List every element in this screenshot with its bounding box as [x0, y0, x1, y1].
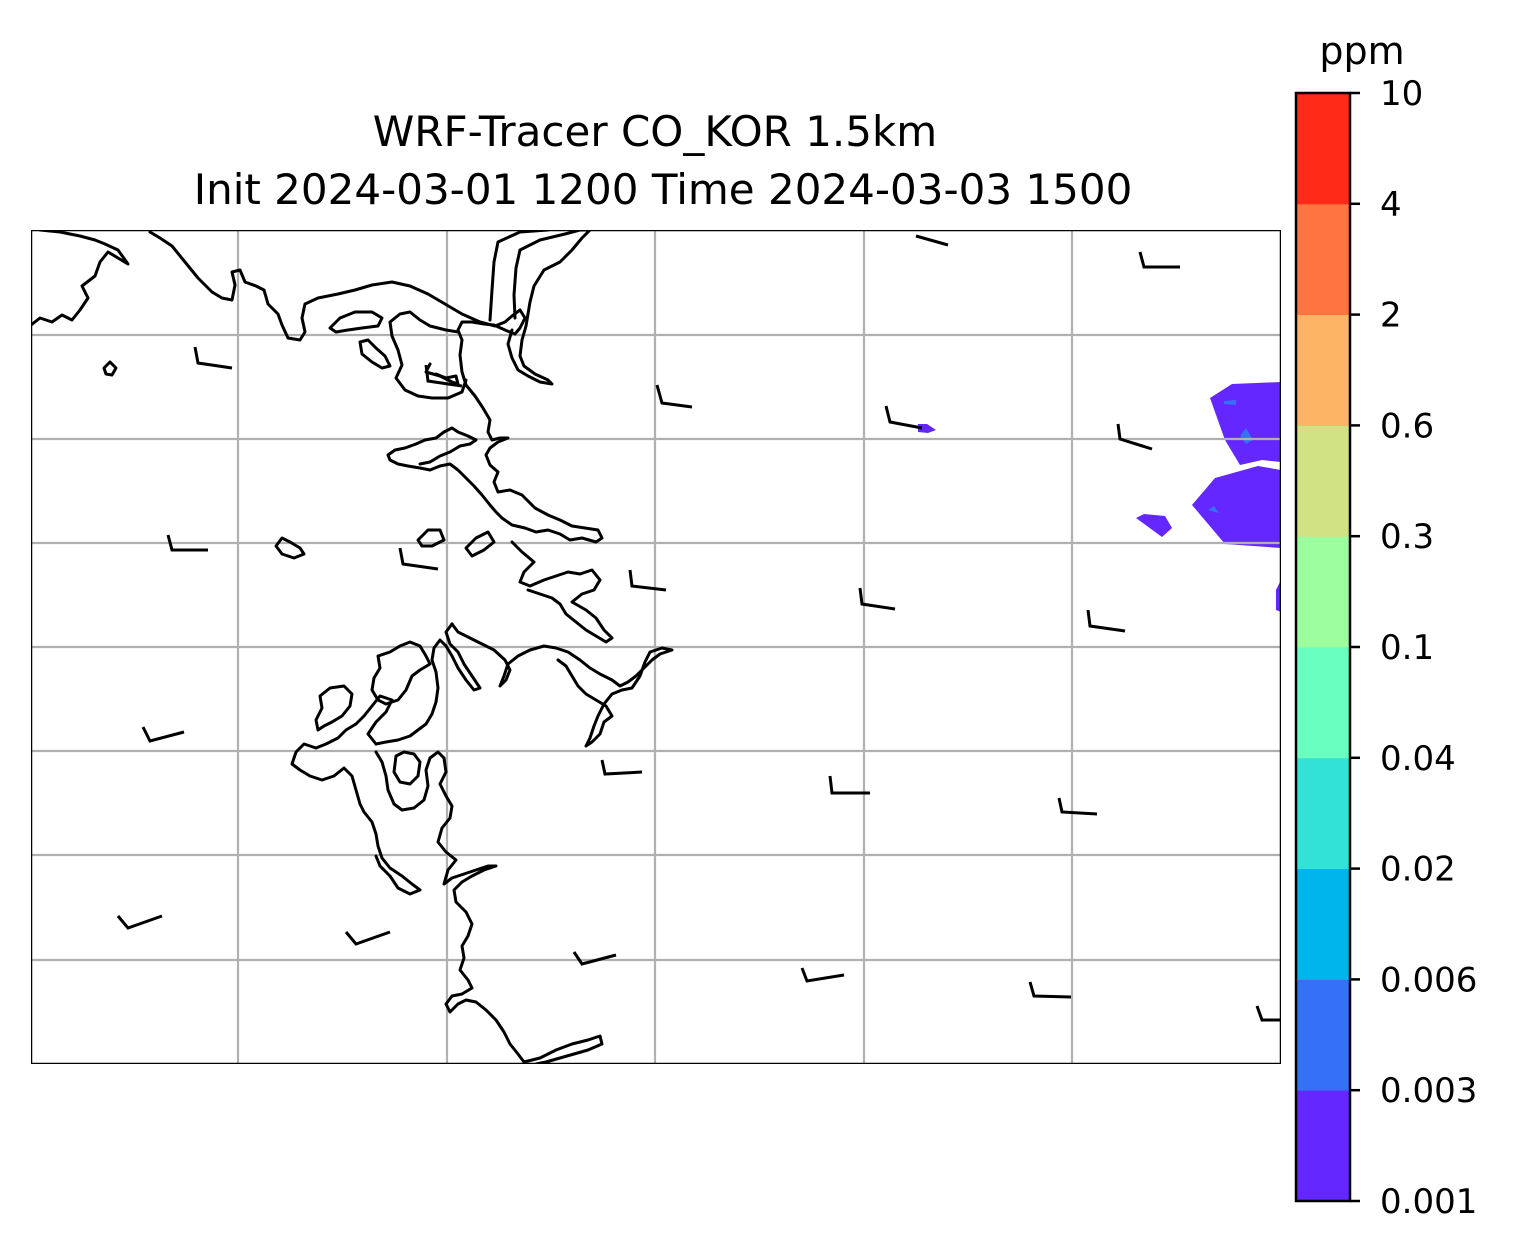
- colorbar-segment: [1296, 647, 1350, 759]
- co-patch-spot-1: [1224, 400, 1236, 405]
- coastline-inner-south: [374, 750, 446, 812]
- gridlines: [31, 230, 1281, 1064]
- co-patch-east-middle: [1192, 466, 1281, 548]
- colorbar-segment: [1296, 979, 1350, 1091]
- colorbar-tick-label: 4: [1380, 185, 1402, 225]
- wind-barbs: [116, 234, 1281, 1022]
- wind-barb: [828, 775, 870, 795]
- wind-barb: [1086, 609, 1126, 633]
- colorbar-tick-label: 2: [1380, 296, 1402, 336]
- island-center-1: [274, 536, 306, 560]
- colorbar-tick-label: 0.001: [1380, 1182, 1477, 1222]
- wind-barb: [600, 759, 643, 776]
- wind-barb: [884, 405, 923, 430]
- island-center-3: [464, 530, 496, 558]
- colorbar-tick-label: 0.04: [1380, 739, 1456, 779]
- island-north-2: [358, 338, 392, 370]
- wind-barb: [424, 364, 463, 388]
- colorbar-segment: [1296, 93, 1350, 205]
- coastline-southwest-islands: [370, 640, 432, 706]
- coastline-southwest-archipelago: [290, 694, 422, 896]
- coastline-mainland-north: [31, 230, 130, 327]
- colorbar-segment: [1296, 536, 1350, 648]
- colorbar-tick-label: 0.1: [1380, 628, 1434, 668]
- wind-barb: [166, 534, 208, 552]
- map-panel: [31, 230, 1281, 1064]
- wind-barb: [1116, 423, 1153, 451]
- title-line-2: Init 2024-03-01 1200 Time 2024-03-03 150…: [194, 165, 1133, 214]
- co-concentration-patches: [918, 382, 1281, 612]
- colorbar-segment: [1296, 868, 1350, 980]
- coastline-south-inlets: [374, 622, 482, 746]
- coastline-bay: [386, 426, 504, 520]
- coastline-south-coast: [436, 756, 604, 1064]
- co-patch-small: [1136, 514, 1172, 537]
- colorbar-tick-label: 0.02: [1380, 850, 1456, 890]
- island-center-2: [416, 528, 446, 548]
- wind-barb: [572, 951, 617, 966]
- co-patch-spot-3: [1208, 506, 1219, 513]
- wind-barb: [141, 726, 185, 743]
- colorbar-segment: [1296, 757, 1350, 870]
- wind-barb: [344, 930, 391, 946]
- colorbar-tick-label: 0.3: [1380, 517, 1434, 557]
- wind-barb: [915, 234, 949, 247]
- wind-barb: [116, 914, 163, 930]
- colorbar-segment: [1296, 1090, 1350, 1202]
- coastlines: [31, 230, 674, 1064]
- wind-barb: [1255, 1005, 1281, 1022]
- wind-barb: [1138, 251, 1180, 269]
- wind-barb: [193, 346, 233, 370]
- island-north-1: [328, 310, 384, 334]
- colorbar-segment: [1296, 314, 1350, 426]
- coastline-river-west: [488, 230, 550, 322]
- coastline-mid-west: [510, 540, 614, 644]
- colorbar: 0.001 0.003 0.006 0.02 0.04 0.1 0.3 0.6 2 4 10: [1294, 74, 1477, 1222]
- wind-barb: [655, 384, 693, 409]
- coastline-west-cape: [314, 684, 354, 732]
- wind-barb: [628, 569, 667, 592]
- colorbar-tick-label: 10: [1380, 74, 1423, 114]
- colorbar-segment: [1296, 203, 1350, 316]
- wind-barb: [398, 547, 439, 571]
- colorbar-segment: [1296, 425, 1350, 537]
- colorbar-tick-label: 0.003: [1380, 1071, 1477, 1111]
- co-patch-dot: [918, 424, 936, 433]
- wind-barb: [858, 587, 896, 611]
- colorbar-tick-label: 0.6: [1380, 406, 1434, 446]
- colorbar-unit-label: ppm: [1319, 29, 1404, 73]
- colorbar-tick-label: 0.006: [1380, 960, 1477, 1000]
- title-line-1: WRF-Tracer CO_KOR 1.5km: [373, 107, 937, 156]
- coastline-river-east: [506, 230, 592, 386]
- wind-barb: [1057, 797, 1098, 816]
- coastline-south-west: [450, 622, 674, 748]
- wind-barb: [800, 967, 845, 983]
- coastline-peninsula: [388, 310, 468, 400]
- island-west: [102, 360, 118, 377]
- coastline-north-coast: [148, 230, 604, 544]
- wind-barb: [1028, 981, 1072, 999]
